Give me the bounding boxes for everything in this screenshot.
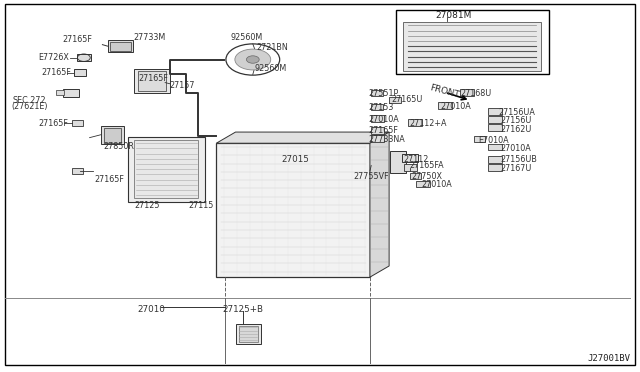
Text: 27153: 27153	[368, 103, 394, 112]
Bar	[438, 102, 452, 109]
Text: 27010A: 27010A	[368, 115, 399, 124]
Text: 27156U: 27156U	[500, 116, 532, 125]
Text: 27165F: 27165F	[63, 35, 93, 44]
Text: 27168U: 27168U	[461, 89, 492, 97]
Bar	[63, 89, 79, 97]
Text: 27112+A: 27112+A	[410, 119, 447, 128]
Bar	[474, 136, 485, 142]
Text: 27165F: 27165F	[95, 175, 125, 184]
Bar	[56, 90, 64, 95]
Text: 27165U: 27165U	[392, 95, 423, 104]
Text: 27165F: 27165F	[38, 119, 68, 128]
Text: 27125+B: 27125+B	[223, 305, 264, 314]
Text: 27733NA: 27733NA	[368, 135, 404, 144]
Bar	[371, 127, 384, 134]
Text: 27165FA: 27165FA	[410, 161, 444, 170]
Text: 27157: 27157	[170, 81, 195, 90]
Bar	[396, 10, 549, 74]
Bar	[72, 168, 83, 174]
Text: 27750X: 27750X	[411, 172, 442, 181]
Text: 27165F: 27165F	[368, 126, 398, 135]
Text: 27156UA: 27156UA	[498, 108, 535, 117]
Bar	[72, 120, 83, 126]
Bar	[390, 151, 406, 173]
Bar	[236, 324, 261, 344]
Bar	[488, 164, 502, 171]
Polygon shape	[216, 132, 389, 143]
Bar	[371, 90, 383, 96]
Bar	[488, 116, 502, 123]
Text: 2721BN: 2721BN	[256, 43, 288, 52]
Text: 27167U: 27167U	[500, 164, 532, 173]
Text: 27156UB: 27156UB	[500, 155, 538, 164]
Bar	[488, 144, 502, 150]
Text: 27755VF: 27755VF	[353, 172, 389, 181]
Text: J27001BV: J27001BV	[588, 354, 630, 363]
Bar	[108, 40, 133, 52]
Text: E7726X: E7726X	[38, 53, 69, 62]
Text: 27112: 27112	[403, 155, 429, 164]
Bar	[389, 97, 401, 103]
Text: 27010A: 27010A	[440, 102, 471, 111]
Bar	[488, 156, 502, 163]
Bar	[416, 181, 430, 187]
Bar	[239, 326, 258, 342]
Bar	[371, 104, 383, 110]
Text: E7010A: E7010A	[479, 136, 509, 145]
Text: 27115: 27115	[189, 201, 214, 210]
Text: 27551P: 27551P	[368, 89, 398, 97]
Bar	[77, 54, 91, 61]
Bar	[371, 115, 384, 122]
Bar	[404, 164, 417, 171]
Bar	[110, 42, 131, 51]
Bar	[371, 135, 384, 142]
Text: 27015: 27015	[282, 155, 310, 164]
Text: 27010A: 27010A	[500, 144, 531, 153]
Bar	[216, 143, 370, 277]
Bar	[410, 173, 421, 179]
Bar	[138, 71, 166, 91]
Text: 27165F: 27165F	[138, 74, 168, 83]
Bar	[403, 22, 541, 71]
Text: 27165F: 27165F	[42, 68, 72, 77]
Bar	[74, 69, 86, 76]
Bar	[101, 126, 124, 144]
Bar	[460, 89, 474, 96]
Text: 27733M: 27733M	[133, 33, 165, 42]
Text: 27010: 27010	[138, 305, 166, 314]
Polygon shape	[370, 132, 389, 277]
Text: 27010A: 27010A	[421, 180, 452, 189]
Text: 27162U: 27162U	[500, 125, 532, 134]
Bar	[408, 119, 422, 126]
Text: 27081M: 27081M	[435, 11, 472, 20]
Text: 92560M: 92560M	[230, 33, 262, 42]
Text: 92560M: 92560M	[255, 64, 287, 73]
Circle shape	[235, 49, 271, 70]
Bar	[104, 128, 121, 143]
Text: FRONT: FRONT	[429, 83, 461, 99]
Text: 27125: 27125	[134, 201, 160, 210]
Text: 27850R: 27850R	[104, 142, 134, 151]
Circle shape	[246, 56, 259, 63]
Bar	[488, 124, 502, 131]
Bar	[488, 108, 502, 115]
Bar	[134, 140, 198, 198]
Text: SEC.272: SEC.272	[13, 96, 47, 105]
Bar	[134, 69, 170, 93]
Bar	[128, 137, 205, 202]
Text: (27621E): (27621E)	[12, 102, 48, 110]
Bar	[402, 154, 418, 162]
